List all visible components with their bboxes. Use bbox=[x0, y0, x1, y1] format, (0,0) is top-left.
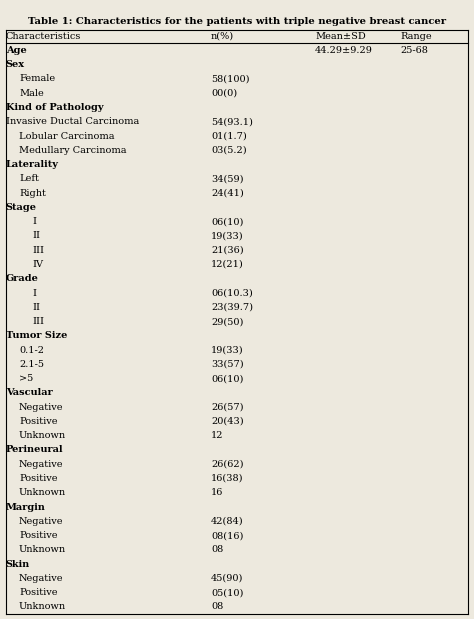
Text: Positive: Positive bbox=[19, 474, 57, 483]
Text: 06(10): 06(10) bbox=[211, 374, 243, 383]
Text: Negative: Negative bbox=[19, 517, 64, 526]
Text: II: II bbox=[32, 303, 40, 312]
Text: 19(33): 19(33) bbox=[211, 232, 244, 240]
Text: 34(59): 34(59) bbox=[211, 175, 244, 183]
Text: Age: Age bbox=[6, 46, 27, 55]
Text: Negative: Negative bbox=[19, 574, 64, 583]
Text: Positive: Positive bbox=[19, 417, 57, 426]
Text: 23(39.7): 23(39.7) bbox=[211, 303, 253, 312]
Text: Skin: Skin bbox=[6, 560, 30, 569]
Text: 01(1.7): 01(1.7) bbox=[211, 132, 246, 141]
Text: Lobular Carcinoma: Lobular Carcinoma bbox=[19, 132, 114, 141]
Text: I: I bbox=[32, 217, 36, 226]
Text: >5: >5 bbox=[19, 374, 33, 383]
Text: 20(43): 20(43) bbox=[211, 417, 244, 426]
Text: n(%): n(%) bbox=[211, 32, 234, 41]
Text: 08(16): 08(16) bbox=[211, 531, 243, 540]
Text: 06(10): 06(10) bbox=[211, 217, 243, 226]
Text: 42(84): 42(84) bbox=[211, 517, 244, 526]
Text: Tumor Size: Tumor Size bbox=[6, 331, 67, 340]
Text: 05(10): 05(10) bbox=[211, 588, 243, 597]
Text: 25-68: 25-68 bbox=[401, 46, 428, 55]
Text: 29(50): 29(50) bbox=[211, 317, 243, 326]
Text: IV: IV bbox=[32, 260, 43, 269]
Text: Positive: Positive bbox=[19, 588, 57, 597]
Text: Negative: Negative bbox=[19, 460, 64, 469]
Text: 58(100): 58(100) bbox=[211, 74, 249, 84]
Text: Table 1: Characteristics for the patients with triple negative breast cancer: Table 1: Characteristics for the patient… bbox=[28, 17, 446, 27]
Text: 44.29±9.29: 44.29±9.29 bbox=[315, 46, 373, 55]
Text: 16: 16 bbox=[211, 488, 223, 497]
Text: Male: Male bbox=[19, 89, 44, 98]
Text: 2.1-5: 2.1-5 bbox=[19, 360, 44, 369]
Text: 45(90): 45(90) bbox=[211, 574, 243, 583]
Text: 12: 12 bbox=[211, 431, 223, 440]
Text: 12(21): 12(21) bbox=[211, 260, 244, 269]
Text: Margin: Margin bbox=[6, 503, 46, 511]
Text: Female: Female bbox=[19, 74, 55, 84]
Text: 06(10.3): 06(10.3) bbox=[211, 288, 253, 298]
Text: Laterality: Laterality bbox=[6, 160, 59, 169]
Text: 00(0): 00(0) bbox=[211, 89, 237, 98]
Text: Sex: Sex bbox=[6, 60, 25, 69]
Text: 19(33): 19(33) bbox=[211, 345, 244, 355]
Text: III: III bbox=[32, 246, 44, 254]
Text: 26(57): 26(57) bbox=[211, 403, 244, 412]
Text: 21(36): 21(36) bbox=[211, 246, 244, 254]
Text: Stage: Stage bbox=[6, 203, 36, 212]
Text: Left: Left bbox=[19, 175, 39, 183]
Text: 54(93.1): 54(93.1) bbox=[211, 118, 253, 126]
Text: 08: 08 bbox=[211, 602, 223, 612]
Text: Unknown: Unknown bbox=[19, 488, 66, 497]
Text: Vascular: Vascular bbox=[6, 388, 53, 397]
Text: 33(57): 33(57) bbox=[211, 360, 244, 369]
Text: I: I bbox=[32, 288, 36, 298]
Text: Grade: Grade bbox=[6, 274, 38, 284]
Text: Positive: Positive bbox=[19, 531, 57, 540]
Text: 16(38): 16(38) bbox=[211, 474, 244, 483]
Text: Characteristics: Characteristics bbox=[6, 32, 81, 41]
Text: Medullary Carcinoma: Medullary Carcinoma bbox=[19, 146, 127, 155]
Text: Unknown: Unknown bbox=[19, 545, 66, 555]
Text: 08: 08 bbox=[211, 545, 223, 555]
Text: Negative: Negative bbox=[19, 403, 64, 412]
Text: 03(5.2): 03(5.2) bbox=[211, 146, 246, 155]
Text: Unknown: Unknown bbox=[19, 602, 66, 612]
Text: Perineural: Perineural bbox=[6, 446, 64, 454]
Text: Right: Right bbox=[19, 189, 46, 197]
Text: II: II bbox=[32, 232, 40, 240]
Text: 0.1-2: 0.1-2 bbox=[19, 345, 44, 355]
Text: Invasive Ductal Carcinoma: Invasive Ductal Carcinoma bbox=[6, 118, 139, 126]
Text: 26(62): 26(62) bbox=[211, 460, 244, 469]
Text: Mean±SD: Mean±SD bbox=[315, 32, 366, 41]
Text: Unknown: Unknown bbox=[19, 431, 66, 440]
Text: 24(41): 24(41) bbox=[211, 189, 244, 197]
Text: Kind of Pathology: Kind of Pathology bbox=[6, 103, 103, 112]
Text: Range: Range bbox=[401, 32, 432, 41]
Text: III: III bbox=[32, 317, 44, 326]
